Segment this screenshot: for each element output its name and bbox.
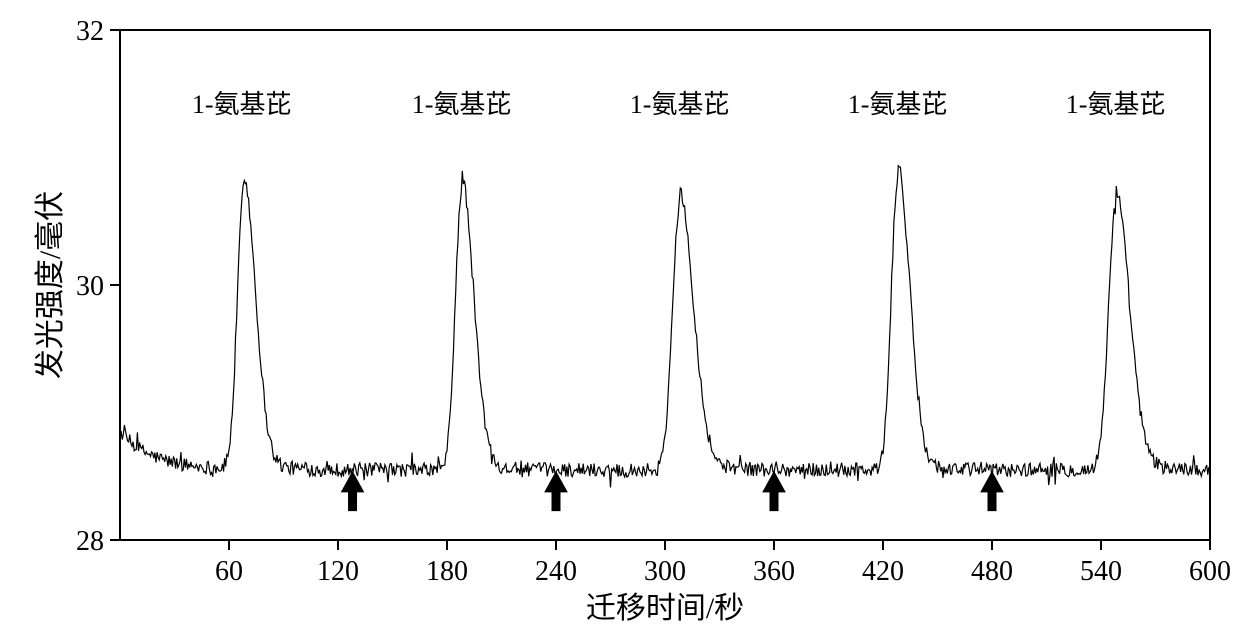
y-tick-label: 28	[76, 526, 104, 557]
x-tick-label: 60	[215, 556, 243, 587]
peak-label: 1-氨基芘	[412, 90, 512, 119]
x-tick-label: 480	[971, 556, 1013, 587]
y-axis-label: 发光强度/毫伏	[34, 191, 67, 379]
y-tick-label: 32	[76, 16, 104, 47]
peak-label: 1-氨基芘	[848, 90, 948, 119]
x-tick-label: 120	[317, 556, 359, 587]
x-tick-label: 600	[1189, 556, 1231, 587]
x-tick-label: 240	[535, 556, 577, 587]
peak-label: 1-氨基芘	[1066, 90, 1166, 119]
chart-container: 60 120 180 240 300 360 420 480 540 600 28 30 32 迁移时间/…	[0, 0, 1240, 640]
peak-label: 1-氨基芘	[192, 90, 292, 119]
x-tick-label: 540	[1080, 556, 1122, 587]
x-tick-label: 360	[753, 556, 795, 587]
x-tick-label: 180	[426, 556, 468, 587]
y-tick-label: 30	[76, 271, 104, 302]
x-axis-label: 迁移时间/秒	[586, 592, 744, 625]
peak-label: 1-氨基芘	[630, 90, 730, 119]
chart-svg: 60 120 180 240 300 360 420 480 540 600 28 30 32 迁移时间/…	[0, 0, 1240, 640]
x-tick-label: 420	[862, 556, 904, 587]
x-tick-label: 300	[644, 556, 686, 587]
